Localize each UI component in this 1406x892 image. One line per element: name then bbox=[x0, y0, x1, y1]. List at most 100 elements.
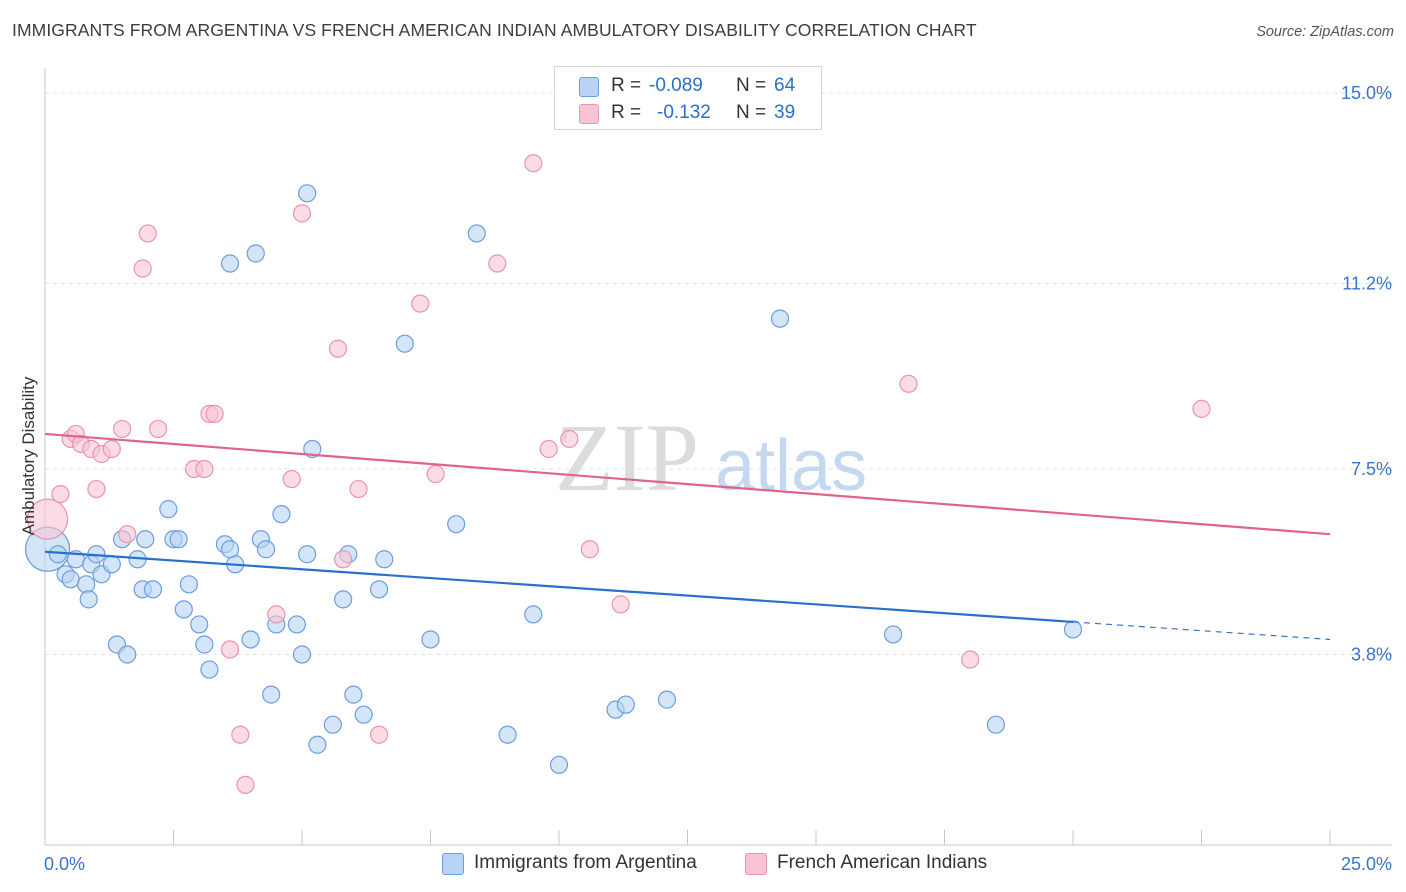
data-point bbox=[118, 525, 137, 544]
data-point bbox=[79, 590, 98, 609]
data-point bbox=[231, 725, 250, 744]
data-point bbox=[421, 630, 440, 649]
x-tick-label-min: 0.0% bbox=[44, 854, 85, 874]
data-point bbox=[549, 755, 569, 774]
data-point bbox=[1063, 620, 1083, 639]
data-point bbox=[26, 498, 69, 540]
data-point bbox=[303, 439, 322, 459]
y-tick-label: 11.2% bbox=[1342, 274, 1392, 294]
data-point bbox=[48, 545, 67, 564]
data-point bbox=[298, 184, 317, 203]
data-point bbox=[159, 500, 178, 519]
data-point bbox=[112, 419, 132, 439]
data-point bbox=[133, 259, 152, 278]
trend-line-extension-blue bbox=[1072, 621, 1331, 641]
data-point bbox=[174, 600, 193, 619]
data-point bbox=[136, 530, 155, 549]
data-point bbox=[334, 550, 353, 569]
gridlines bbox=[45, 92, 1392, 656]
data-point bbox=[267, 605, 286, 624]
watermark-atlas: atlas bbox=[715, 426, 867, 506]
data-point bbox=[560, 429, 579, 449]
data-point bbox=[61, 570, 80, 589]
data-point bbox=[323, 715, 342, 734]
data-point bbox=[77, 575, 96, 594]
data-point bbox=[292, 645, 312, 664]
data-point bbox=[328, 339, 348, 358]
data-point bbox=[287, 615, 306, 634]
data-point bbox=[282, 469, 301, 489]
data-point bbox=[467, 224, 486, 243]
data-point bbox=[524, 605, 543, 624]
data-point bbox=[256, 540, 276, 559]
data-point bbox=[179, 575, 199, 594]
data-point bbox=[190, 615, 209, 634]
legend-r-label: R = bbox=[611, 75, 642, 96]
data-point bbox=[298, 545, 317, 564]
data-point bbox=[961, 650, 980, 669]
trend-line-pink bbox=[44, 432, 1331, 536]
data-point bbox=[195, 459, 214, 479]
data-point bbox=[102, 555, 121, 574]
data-point bbox=[344, 685, 363, 704]
legend-n-value: 64 bbox=[774, 75, 796, 96]
legend-swatch-pink bbox=[579, 104, 599, 124]
correlation-legend: R = -0.089 N = 64 R = -0.132 N = 39 bbox=[554, 66, 822, 130]
data-point bbox=[524, 154, 543, 173]
data-point bbox=[349, 479, 368, 499]
watermark-zip: ZIP bbox=[555, 404, 699, 511]
bottom-legend-label: French American Indians bbox=[777, 852, 988, 873]
data-point bbox=[488, 254, 507, 273]
y-tick-label: 15.0% bbox=[1341, 83, 1392, 103]
data-point bbox=[447, 515, 466, 534]
data-point bbox=[118, 645, 137, 664]
y-tick-label: 3.8% bbox=[1351, 645, 1392, 665]
y-axis-label: Ambulatory Disability bbox=[19, 376, 38, 535]
y-tick-label: 7.5% bbox=[1351, 459, 1392, 479]
data-point bbox=[411, 294, 430, 313]
data-point bbox=[241, 630, 260, 649]
data-point bbox=[51, 484, 70, 504]
legend-n-label: N = bbox=[736, 75, 767, 96]
data-point bbox=[220, 540, 240, 559]
data-point bbox=[262, 685, 281, 704]
data-point bbox=[138, 224, 157, 243]
data-point bbox=[354, 705, 373, 724]
data-point bbox=[770, 309, 790, 328]
data-point bbox=[1192, 399, 1211, 418]
data-point bbox=[148, 419, 168, 439]
series-french-american-indian-points bbox=[26, 154, 1211, 794]
data-point bbox=[246, 244, 265, 263]
data-point bbox=[395, 334, 414, 353]
data-point bbox=[539, 439, 558, 459]
data-point bbox=[370, 580, 389, 599]
bottom-legend-label: Immigrants from Argentina bbox=[474, 852, 697, 873]
data-point bbox=[580, 540, 599, 559]
legend-r-value: -0.132 bbox=[657, 102, 711, 123]
x-tick-label-max: 25.0% bbox=[1341, 854, 1392, 874]
data-point bbox=[220, 254, 240, 273]
data-point bbox=[169, 530, 188, 549]
data-point bbox=[375, 550, 394, 569]
trend-lines bbox=[44, 432, 1331, 641]
data-point bbox=[616, 695, 635, 714]
data-point bbox=[102, 439, 121, 459]
data-point bbox=[426, 464, 445, 484]
legend-swatch-blue bbox=[579, 77, 599, 97]
legend-n-value: 39 bbox=[774, 102, 796, 123]
data-point bbox=[498, 725, 517, 744]
data-point bbox=[657, 690, 677, 709]
data-point bbox=[272, 505, 291, 524]
legend-n-label: N = bbox=[736, 102, 767, 123]
data-point bbox=[370, 725, 389, 744]
data-point bbox=[200, 660, 219, 679]
data-point bbox=[292, 204, 312, 223]
data-point bbox=[205, 404, 224, 423]
data-point bbox=[143, 580, 163, 599]
axes bbox=[44, 68, 1392, 846]
data-point bbox=[195, 635, 214, 654]
data-point bbox=[899, 374, 918, 393]
bottom-legend-swatch-blue bbox=[442, 853, 464, 875]
data-point bbox=[236, 775, 255, 794]
